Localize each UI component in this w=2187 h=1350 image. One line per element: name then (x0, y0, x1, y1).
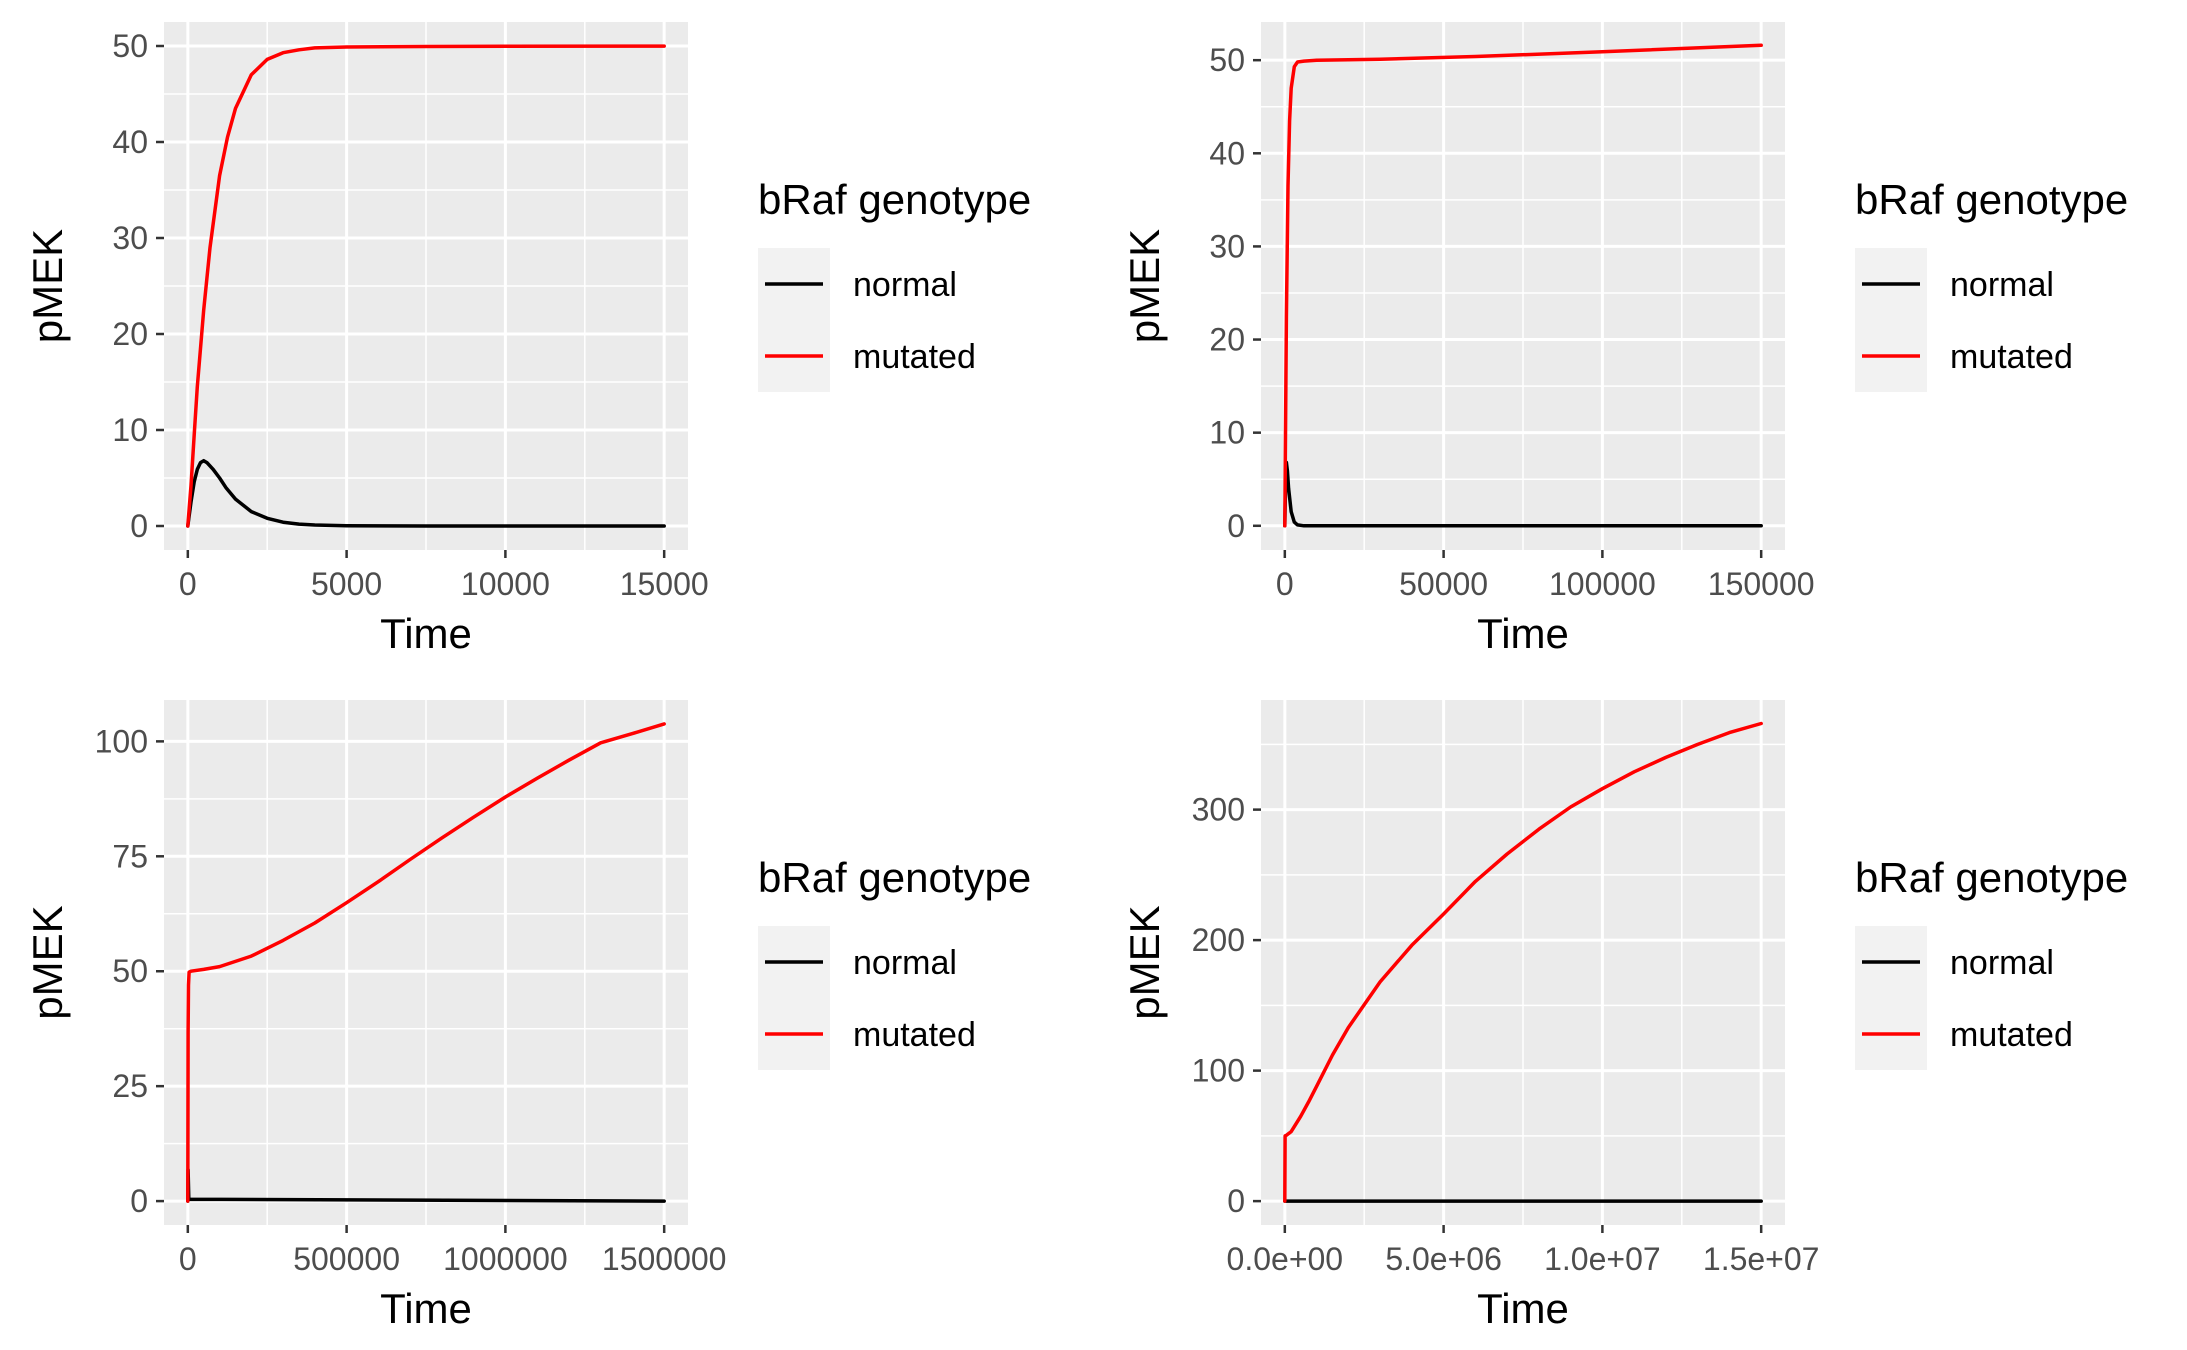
x-tick-label: 0 (179, 1241, 197, 1277)
legend-title: bRaf genotype (1855, 176, 2128, 223)
y-tick-label: 50 (112, 953, 148, 989)
y-tick-label: 20 (112, 316, 148, 352)
x-tick-label: 1500000 (602, 1241, 727, 1277)
series-line-mutated (186, 44, 666, 528)
chart-panel-1: 0 5000 10000 15000 0 10 20 30 40 50 Time pMEK bRaf g… (24, 22, 1031, 657)
y-tick-label: 100 (1192, 1053, 1245, 1089)
gridlines (164, 22, 688, 550)
series-line-normal (186, 458, 666, 528)
y-tick-label: 10 (112, 412, 148, 448)
y-tick-label: 30 (112, 220, 148, 256)
legend-entry-normal: normal (1855, 926, 2054, 998)
y-tick-label: 25 (112, 1068, 148, 1104)
legend-title: bRaf genotype (758, 176, 1031, 223)
legend-label: normal (1950, 944, 2054, 982)
legend-entry-mutated: mutated (758, 320, 976, 392)
legend-label: normal (1950, 266, 2054, 304)
y-axis-title: pMEK (1121, 905, 1168, 1019)
x-tick-label: 5.0e+06 (1385, 1241, 1502, 1277)
y-tick-label: 20 (1209, 322, 1245, 358)
x-tick-label: 50000 (1399, 566, 1488, 602)
x-axis-title: Time (380, 610, 472, 657)
legend: bRaf genotype normal mutated (1855, 854, 2128, 1070)
legend-entry-mutated: mutated (758, 998, 976, 1070)
y-axis-title: pMEK (24, 229, 71, 343)
y-tick-label: 40 (1209, 135, 1245, 171)
x-tick-label: 500000 (293, 1241, 400, 1277)
x-tick-label: 0 (179, 566, 197, 602)
x-tick-label: 10000 (461, 566, 550, 602)
x-tick-label: 0.0e+00 (1227, 1241, 1344, 1277)
series-line-mutated (1283, 43, 1763, 528)
x-axis-title: Time (380, 1285, 472, 1332)
legend-entry-normal: normal (758, 248, 957, 320)
x-tick-label: 15000 (620, 566, 709, 602)
chart-panel-4: 0.0e+00 5.0e+06 1.0e+07 1.5e+07 0 100 200 300 Ti… (1121, 700, 2128, 1332)
y-tick-label: 0 (1227, 1183, 1245, 1219)
x-tick-label: 1.0e+07 (1544, 1241, 1661, 1277)
series-line-mutated (186, 722, 666, 1203)
y-tick-label: 300 (1192, 792, 1245, 828)
x-tick-label: 1000000 (443, 1241, 568, 1277)
x-tick-label: 1.5e+07 (1703, 1241, 1820, 1277)
legend-label: normal (853, 266, 957, 304)
y-tick-label: 200 (1192, 922, 1245, 958)
y-tick-label: 0 (130, 508, 148, 544)
x-tick-label: 150000 (1708, 566, 1815, 602)
legend: bRaf genotype normal mutated (758, 854, 1031, 1070)
y-tick-label: 30 (1209, 228, 1245, 264)
x-tick-label: 0 (1276, 566, 1294, 602)
legend-entry-normal: normal (1855, 248, 2054, 320)
y-tick-label: 40 (112, 124, 148, 160)
legend-entry-normal: normal (758, 926, 957, 998)
legend: bRaf genotype normal mutated (758, 176, 1031, 392)
legend-entry-mutated: mutated (1855, 998, 2073, 1070)
y-tick-label: 75 (112, 838, 148, 874)
y-axis-title: pMEK (24, 905, 71, 1019)
y-axis-title: pMEK (1121, 229, 1168, 343)
y-tick-label: 0 (130, 1183, 148, 1219)
series-line-mutated (1283, 721, 1763, 1203)
legend-label: mutated (1950, 338, 2073, 376)
y-tick-label: 50 (1209, 42, 1245, 78)
legend-label: mutated (1950, 1016, 2073, 1054)
y-tick-label: 10 (1209, 415, 1245, 451)
legend: bRaf genotype normal mutated (1855, 176, 2128, 392)
y-tick-label: 100 (95, 723, 148, 759)
legend-entry-mutated: mutated (1855, 320, 2073, 392)
x-axis-title: Time (1477, 610, 1569, 657)
y-tick-label: 50 (112, 28, 148, 64)
legend-label: mutated (853, 1016, 976, 1054)
x-tick-label: 100000 (1549, 566, 1656, 602)
legend-title: bRaf genotype (758, 854, 1031, 901)
legend-label: normal (853, 944, 957, 982)
legend-title: bRaf genotype (1855, 854, 2128, 901)
x-axis-title: Time (1477, 1285, 1569, 1332)
chart-panel-3: 0 500000 1000000 1500000 0 25 50 75 100 Time pMEK b… (24, 700, 1031, 1332)
legend-label: mutated (853, 338, 976, 376)
y-tick-label: 0 (1227, 508, 1245, 544)
chart-panel-2: 0 50000 100000 150000 0 10 20 30 40 50 Time pMEK bRa… (1121, 22, 2128, 657)
x-tick-label: 5000 (311, 566, 382, 602)
